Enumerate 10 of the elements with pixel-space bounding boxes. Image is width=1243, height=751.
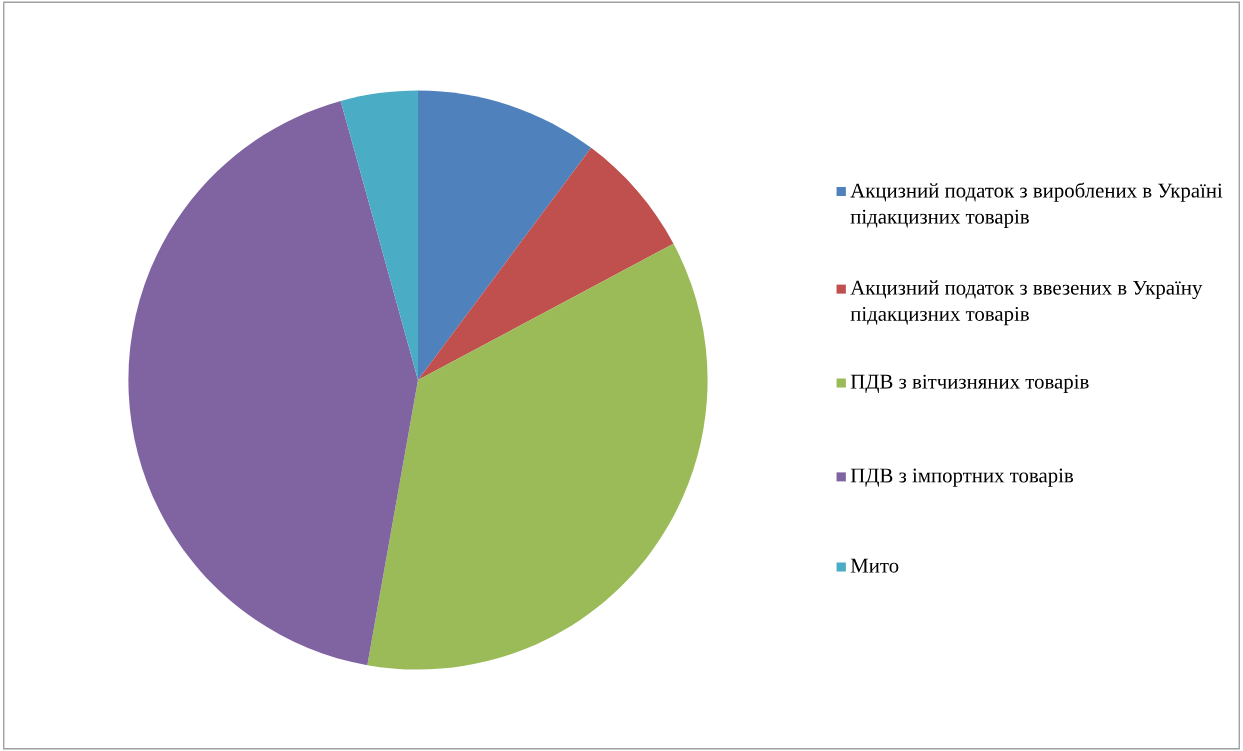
pie-slice xyxy=(128,100,418,666)
pie-slice xyxy=(418,147,674,380)
legend-label: Мито xyxy=(850,558,899,573)
legend-label: ПДВ з вітчизняних товарів xyxy=(850,374,1089,393)
pie-slice xyxy=(340,90,418,380)
legend-label: ПДВ з імпортних товарів xyxy=(850,468,1074,487)
pie-slice xyxy=(367,243,708,670)
legend-label: Акцизний податок з ввезених в Україну підакцизних товарів xyxy=(850,280,1203,326)
legend-label: Акцизний податок з вироблених в Україні підакцизних товарів xyxy=(850,182,1223,228)
pie-slice xyxy=(418,90,592,380)
